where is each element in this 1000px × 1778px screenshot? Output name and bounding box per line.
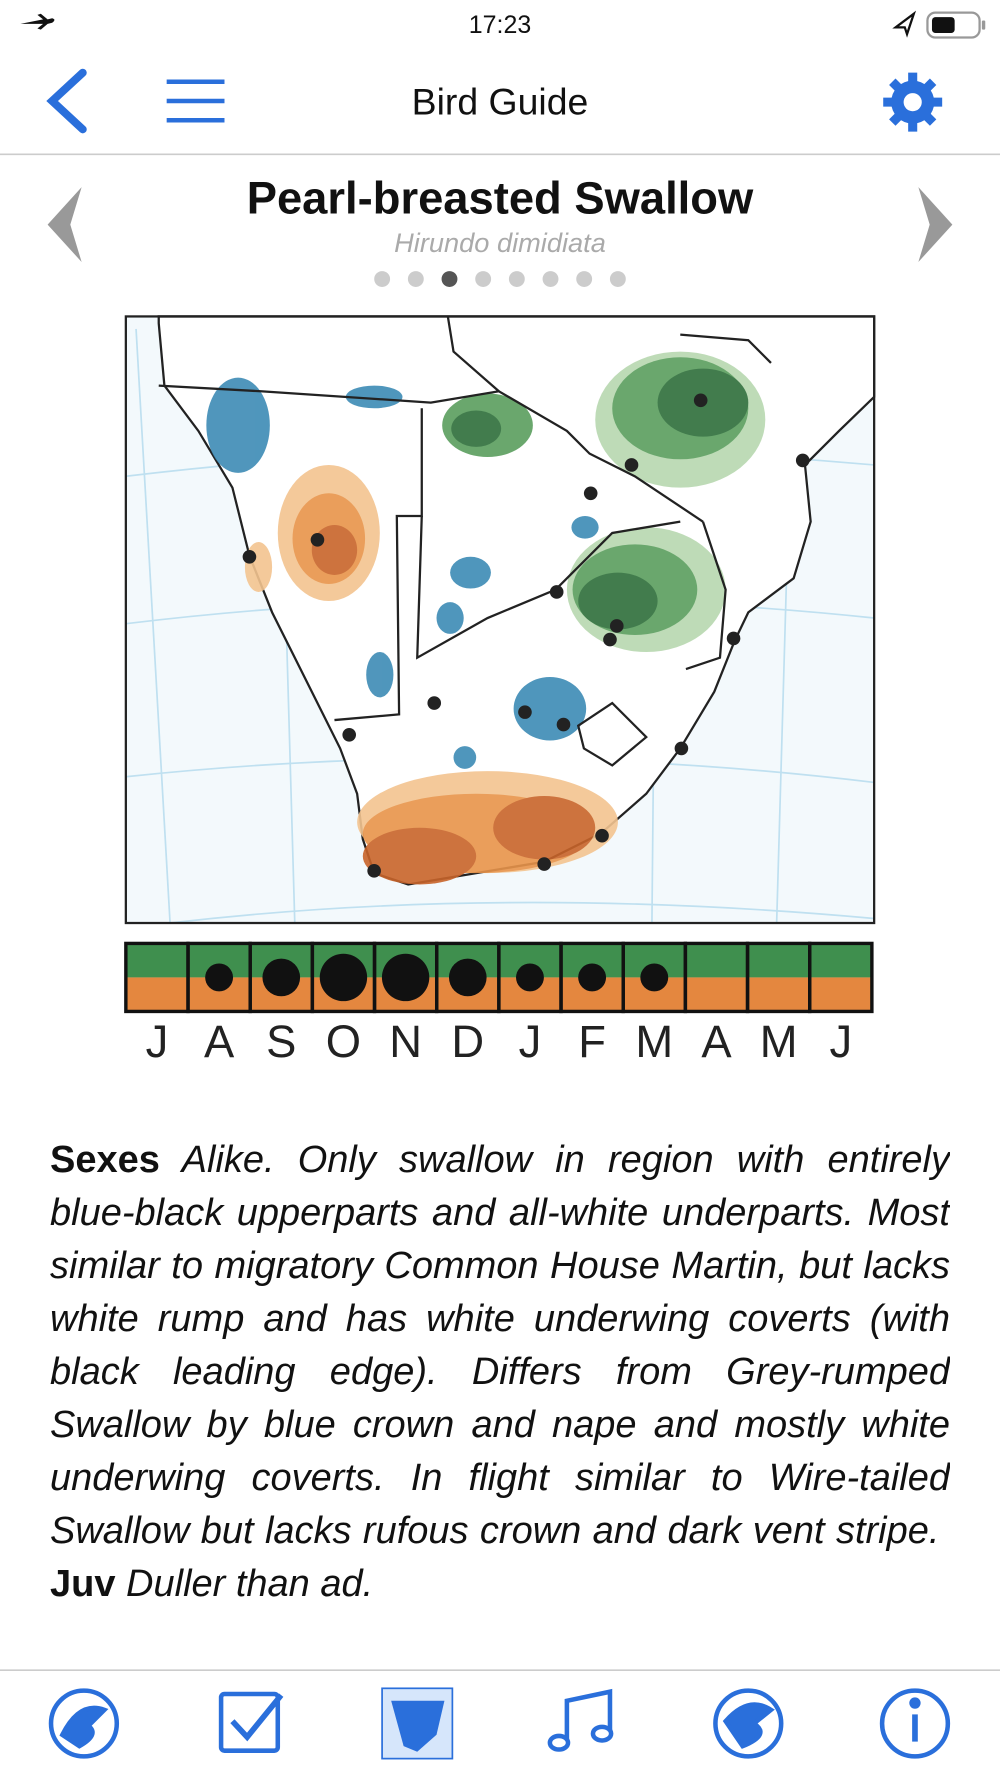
month-label: A	[204, 1016, 235, 1067]
description-label: Juv	[50, 1563, 116, 1605]
month-label: N	[389, 1016, 422, 1067]
month-label: F	[578, 1016, 606, 1067]
settings-button[interactable]	[883, 72, 943, 132]
month-label: O	[326, 1016, 361, 1067]
abundance-dot	[205, 963, 234, 992]
page-dot-active	[441, 271, 458, 287]
previous-species[interactable]	[47, 187, 82, 263]
month-label: J	[829, 1016, 852, 1067]
scientific-name: Hirundo dimidiata	[394, 227, 606, 258]
page-indicator	[374, 271, 626, 287]
nav-title: Bird Guide	[412, 81, 589, 123]
tab-checklist[interactable]	[218, 1691, 284, 1753]
tab-birds[interactable]	[48, 1688, 120, 1759]
description-text: Duller than ad.	[126, 1563, 374, 1605]
back-button[interactable]	[46, 68, 87, 134]
month-label: D	[451, 1016, 484, 1067]
description-label: Sexes	[50, 1139, 160, 1181]
battery-level	[931, 17, 955, 33]
abundance-dot	[319, 953, 368, 1002]
abundance-dot	[578, 963, 607, 992]
tab-sounds[interactable]	[547, 1688, 614, 1752]
month-label: J	[519, 1016, 542, 1067]
page-dot	[609, 271, 626, 287]
month-label: A	[701, 1016, 732, 1067]
battery-icon	[926, 11, 981, 39]
month-label: M	[760, 1016, 798, 1067]
month-label: J	[146, 1016, 169, 1067]
page-dot	[374, 271, 391, 287]
month-cell	[808, 941, 874, 1014]
battery-tip	[981, 20, 986, 30]
location-icon	[892, 10, 917, 38]
tab-map[interactable]	[381, 1687, 454, 1760]
page-dot	[407, 271, 424, 287]
status-time: 17:23	[469, 11, 531, 39]
page-dot	[542, 271, 559, 287]
abundance-dot	[448, 958, 487, 997]
month-label: S	[266, 1016, 296, 1067]
airplane-icon	[20, 13, 55, 30]
description-text: Alike. Only swallow in region with entir…	[50, 1139, 950, 1552]
abundance-dot	[381, 953, 430, 1002]
menu-button[interactable]	[166, 79, 225, 123]
species-name: Pearl-breasted Swallow	[247, 172, 754, 223]
distribution-map	[124, 315, 876, 925]
abundance-dot	[262, 958, 301, 997]
abundance-dot	[640, 963, 669, 992]
page-dot	[576, 271, 593, 287]
tab-info[interactable]	[879, 1688, 951, 1759]
month-label: M	[635, 1016, 673, 1067]
page-dot	[475, 271, 492, 287]
next-species[interactable]	[918, 187, 953, 263]
page-dot	[508, 271, 525, 287]
tab-similar[interactable]	[713, 1688, 784, 1759]
species-description: Sexes Alike. Only swallow in region with…	[50, 1134, 950, 1668]
tab-bar	[48, 1687, 951, 1760]
abundance-dot	[516, 963, 544, 992]
